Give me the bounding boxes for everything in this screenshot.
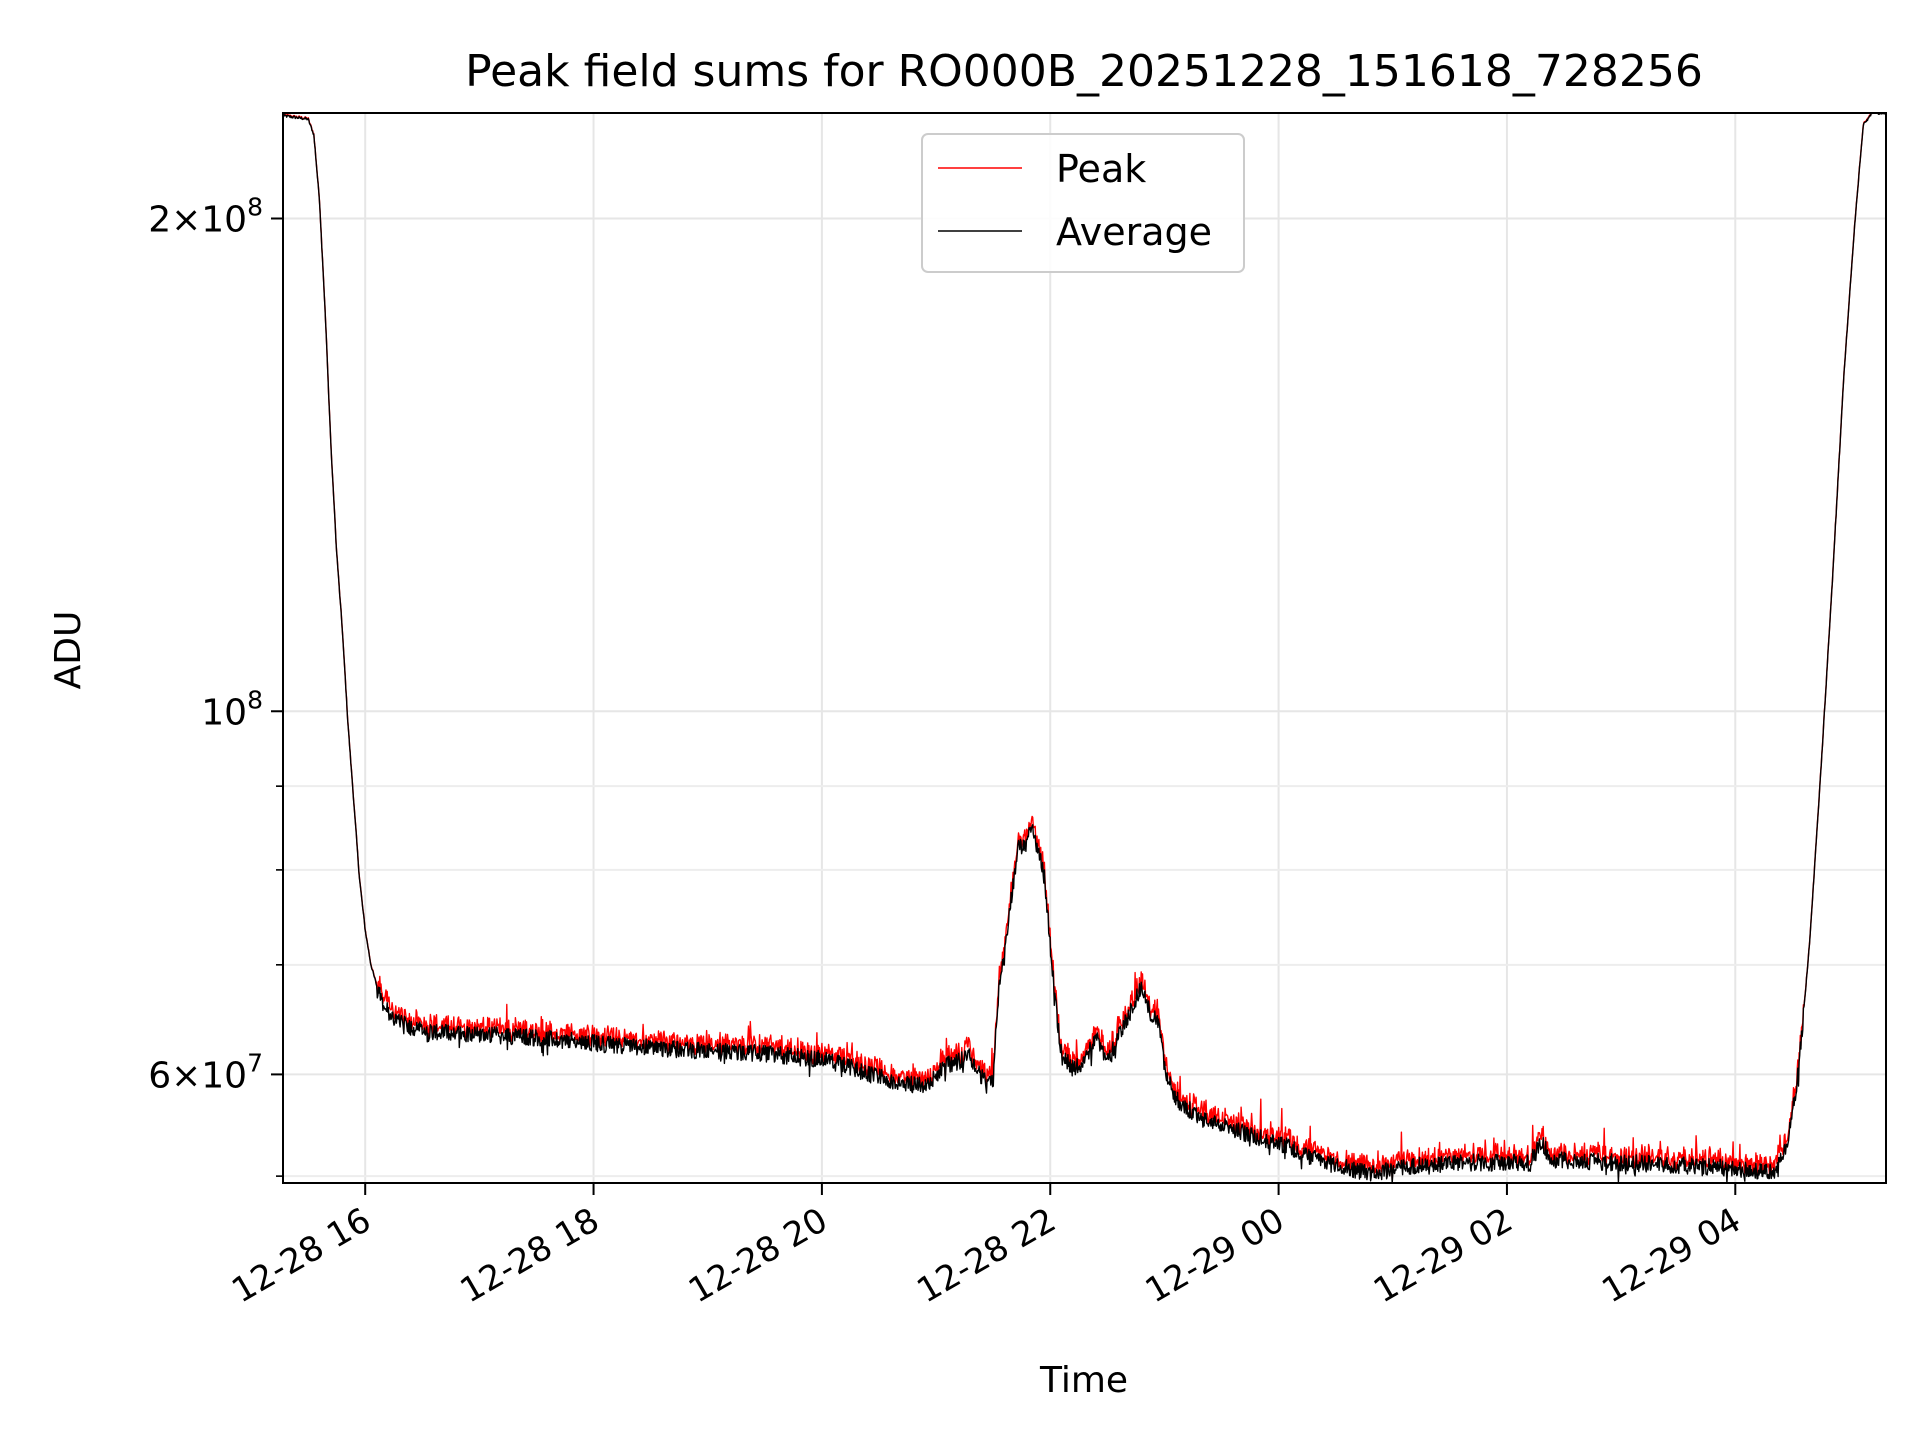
y-tick-label: 2×108 <box>148 193 263 241</box>
average-series-line <box>282 112 1887 1184</box>
chart-title: Peak field sums for RO000B_20251228_1516… <box>465 46 1703 97</box>
y-axis-ticks: 6×107 108 2×108 <box>148 193 283 1177</box>
x-axis-label: Time <box>1039 1360 1128 1401</box>
y-axis-label: ADU <box>48 611 89 690</box>
y-tick-label: 6×107 <box>148 1048 263 1096</box>
peak-series-line <box>282 112 1887 1181</box>
legend-peak-label: Peak <box>1056 147 1146 191</box>
legend-average-label: Average <box>1056 210 1212 254</box>
plot-series <box>282 112 1887 1184</box>
legend: Peak Average <box>921 133 1245 273</box>
y-tick-label: 108 <box>201 685 263 733</box>
plot-frame <box>282 112 1887 1184</box>
